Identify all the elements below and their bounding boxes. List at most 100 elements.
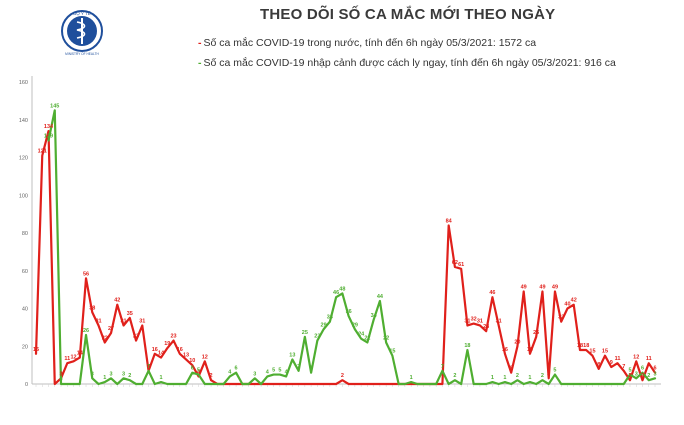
data-label-domestic: 10 — [189, 358, 195, 364]
chart-title: THEO DÕI SỐ CA MẮC MỚI THEO NGÀY — [260, 6, 556, 23]
y-tick-label: 140 — [19, 118, 28, 124]
data-label-domestic: 14 — [77, 351, 84, 357]
data-label-domestic: 6 — [653, 366, 656, 372]
data-label-domestic: 22 — [102, 335, 108, 341]
data-label-domestic: 31 — [496, 318, 502, 324]
data-label-domestic: 11 — [615, 356, 621, 362]
data-label-imported: 2 — [647, 373, 650, 379]
data-label-domestic: 62 — [452, 260, 458, 266]
data-label-domestic: 33 — [558, 315, 564, 321]
data-label-imported: 1 — [103, 375, 106, 381]
data-label-domestic: 12 — [202, 354, 208, 360]
data-label-domestic: 2 — [628, 373, 631, 379]
data-label-imported: 4 — [228, 369, 232, 375]
data-label-imported: 29 — [352, 322, 358, 328]
data-label-domestic: 49 — [521, 285, 527, 291]
data-label-domestic: 31 — [139, 318, 145, 324]
legend-domestic-label: Số ca mắc COVID-19 trong nước, tính đến … — [203, 37, 537, 49]
legend-domestic: - Số ca mắc COVID-19 trong nước, tính đến… — [198, 37, 537, 49]
data-label-imported: 44 — [377, 294, 384, 300]
y-tick-label: 40 — [22, 307, 28, 313]
data-label-domestic: 20 — [514, 339, 520, 345]
data-label-domestic: 7 — [622, 364, 625, 370]
data-label-imported: 6 — [235, 366, 238, 372]
data-label-imported: 1 — [528, 375, 531, 381]
data-label-domestic: 18 — [577, 343, 583, 349]
data-label-imported: 7 — [297, 364, 300, 370]
data-label-imported: 18 — [464, 343, 470, 349]
y-tick-label: 80 — [22, 231, 28, 237]
data-label-imported: 1 — [503, 375, 506, 381]
data-label-domestic: 31 — [95, 318, 101, 324]
data-label-domestic: 11 — [64, 356, 70, 362]
data-label-imported: 1 — [160, 375, 163, 381]
data-label-domestic: 16 — [152, 347, 158, 353]
data-label-imported: 5 — [197, 368, 200, 374]
data-label-domestic: 42 — [571, 298, 577, 304]
data-label-domestic: 15 — [589, 349, 595, 355]
data-label-imported: 46 — [333, 290, 339, 296]
data-label-imported: 48 — [339, 286, 345, 292]
data-label-domestic: 4 — [197, 369, 201, 375]
data-label-imported: 2 — [128, 373, 131, 379]
data-label-domestic: 18 — [583, 343, 589, 349]
data-label-domestic: 16 — [177, 347, 183, 353]
data-label-domestic: 9 — [610, 360, 613, 366]
data-label-domestic: 2 — [641, 373, 644, 379]
y-tick-label: 20 — [22, 344, 28, 350]
y-tick-label: 100 — [19, 193, 28, 199]
legend-imported-label: Số ca mắc COVID-19 nhập cảnh được cách l… — [203, 57, 616, 69]
data-label-domestic: 31 — [464, 318, 470, 324]
data-label-domestic: 8 — [597, 362, 600, 368]
data-label-imported: 5 — [272, 368, 275, 374]
data-label-domestic: 7 — [147, 364, 150, 370]
data-label-domestic: 19 — [164, 341, 170, 347]
data-label-imported: 5 — [278, 368, 281, 374]
data-label-imported: 6 — [310, 366, 313, 372]
data-label-imported: 33 — [327, 315, 333, 321]
y-tick-label: 0 — [25, 382, 28, 388]
data-label-domestic: 14 — [158, 351, 165, 357]
data-label-imported: 26 — [83, 328, 89, 334]
data-label-domestic: 31 — [120, 318, 126, 324]
data-label-domestic: 49 — [539, 285, 545, 291]
data-label-domestic: 56 — [83, 271, 89, 277]
data-label-domestic: 16 — [527, 347, 533, 353]
data-label-imported: 4 — [266, 369, 270, 375]
data-label-imported: 22 — [383, 335, 389, 341]
data-label-domestic: 15 — [602, 349, 608, 355]
data-label-imported: 24 — [358, 332, 365, 338]
data-label-domestic: 2 — [210, 373, 213, 379]
data-label-domestic: 23 — [133, 334, 139, 340]
data-label-domestic: 121 — [38, 149, 47, 155]
data-label-domestic: 3 — [59, 371, 62, 377]
data-label-imported: 22 — [364, 335, 370, 341]
data-label-imported: 4 — [285, 369, 289, 375]
legend-imported: - Số ca mắc COVID-19 nhập cảnh được cách … — [198, 57, 616, 69]
data-label-imported: 129 — [44, 134, 53, 140]
series-line-imported — [47, 109, 657, 386]
data-label-domestic: 16 — [502, 347, 508, 353]
data-label-domestic: 23 — [170, 334, 176, 340]
data-label-domestic: 42 — [114, 298, 120, 304]
data-label-domestic: 40 — [564, 302, 570, 308]
data-label-imported: 3 — [109, 371, 112, 377]
logo-bottom-text: MINISTRY OF HEALTH — [65, 52, 99, 56]
data-label-domestic: 11 — [646, 356, 652, 362]
data-label-imported: 34 — [371, 313, 378, 319]
data-label-domestic: 28 — [483, 324, 489, 330]
data-label-domestic: 134 — [44, 124, 54, 130]
data-label-domestic: 25 — [533, 330, 539, 336]
data-label-domestic: 16 — [33, 347, 39, 353]
logo-top-text: BỘ Y TẾ — [73, 10, 91, 16]
data-label-imported: 13 — [289, 352, 295, 358]
data-label-domestic: 2 — [341, 373, 344, 379]
data-label-imported: 6 — [191, 366, 194, 372]
data-label-imported: 5 — [628, 368, 631, 374]
data-label-domestic: 49 — [552, 285, 558, 291]
y-tick-label: 60 — [22, 269, 28, 275]
data-label-imported: 3 — [653, 371, 656, 377]
data-label-imported: 29 — [321, 322, 327, 328]
data-label-imported: 0 — [59, 377, 62, 383]
